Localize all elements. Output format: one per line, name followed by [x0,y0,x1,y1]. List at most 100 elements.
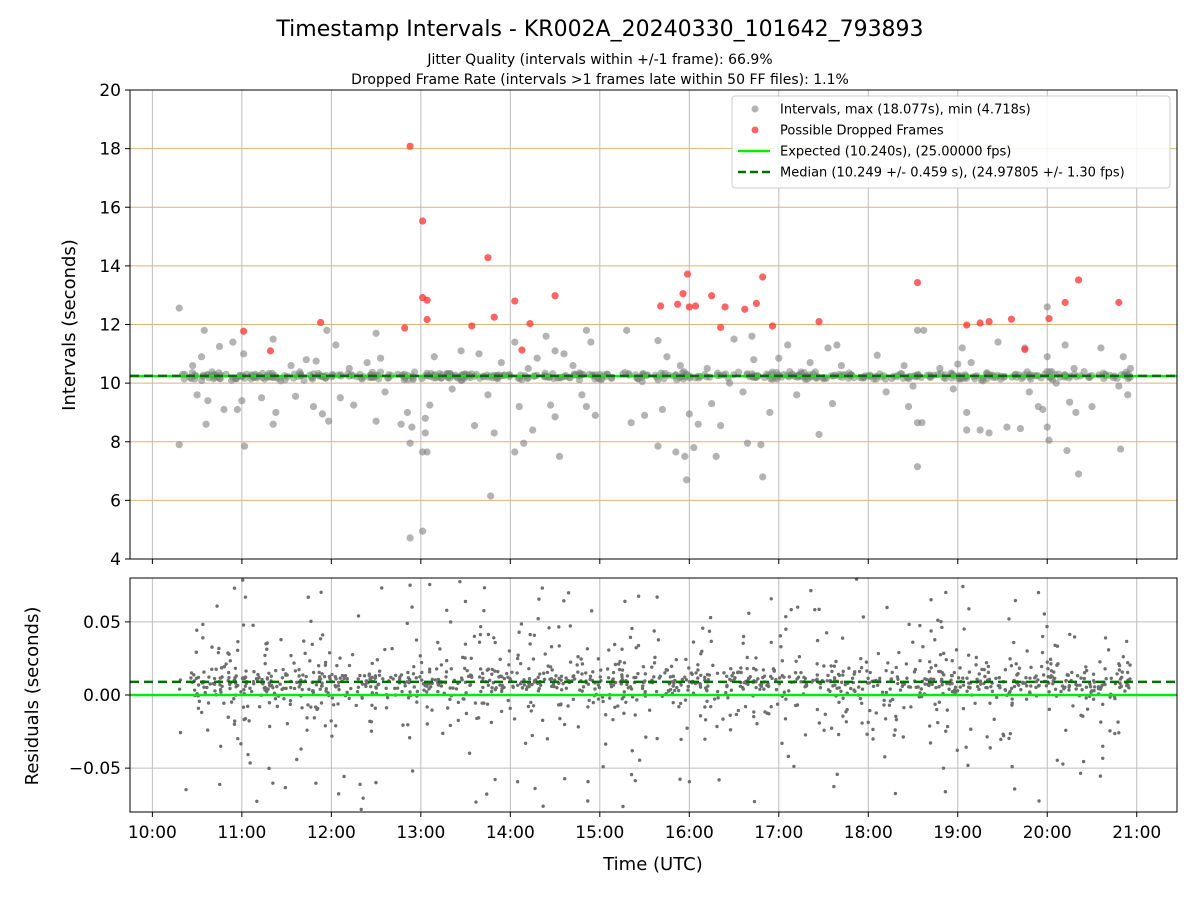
residual-point [761,668,766,672]
interval-point [708,400,716,408]
interval-point [900,361,908,370]
residual-point [385,695,390,700]
residual-point [324,686,329,691]
residual-point [591,670,595,674]
residual-point [817,721,822,725]
residual-point [314,683,319,687]
residual-point [486,683,491,687]
residual-point [285,721,290,726]
residual-point [425,705,429,709]
residual-point [841,696,845,700]
interval-point [350,401,358,409]
residual-point [607,648,611,652]
residual-point [527,666,531,671]
interval-point [1063,446,1071,455]
dropped-frame-point [708,292,716,300]
residual-point [323,660,328,665]
dropped-frame-point [741,305,749,313]
residual-point [1063,685,1067,689]
residual-point [636,594,641,598]
residual-point [923,677,927,681]
residual-point [445,608,449,612]
residual-point [462,697,466,701]
residual-point [918,623,922,628]
residual-point [743,704,748,709]
residual-point [482,608,486,613]
residual-point [304,674,308,679]
residual-point [969,727,973,731]
residual-point [301,673,305,677]
residual-point [967,607,971,611]
residual-point [373,706,378,710]
residual-point [464,711,469,716]
intervals-y-tick-label: 10 [99,374,121,394]
interval-point [1119,353,1127,361]
residual-point [448,620,453,624]
residual-point [415,689,420,694]
residual-point [1021,681,1025,685]
residual-point [678,701,683,706]
residual-point [762,674,767,678]
residual-point [927,660,932,664]
residual-point [1103,682,1107,687]
residual-point [620,668,625,672]
residual-point [625,682,629,687]
residual-point [611,677,615,681]
residual-point [653,655,657,660]
residual-point [916,685,920,689]
residual-point [213,689,217,693]
dropped-frame-point [674,300,682,308]
residual-point [758,687,762,691]
residual-point [601,765,605,769]
residual-point [687,779,692,784]
residual-point [1117,662,1121,666]
residual-point [1099,720,1103,724]
residual-point [271,685,275,690]
residual-point [620,647,624,651]
dropped-frame-point [815,317,823,326]
residual-point [345,690,349,695]
residual-point [512,717,517,721]
residual-point [1024,676,1028,680]
residual-point [703,686,708,690]
residual-point [329,719,333,723]
residual-point [1055,663,1059,667]
dropped-frame-point [685,303,693,311]
residual-point [668,675,673,679]
residual-point [275,684,279,689]
residual-point [1061,762,1065,766]
residual-point [1048,657,1053,662]
residual-point [477,675,482,679]
residual-point [423,683,427,688]
interval-point [1043,423,1051,431]
residual-point [557,625,561,629]
residual-point [752,710,756,714]
residual-point [841,669,845,674]
residual-point [817,607,821,612]
residual-point [333,675,338,679]
residual-point [1084,696,1088,700]
residual-point [1012,640,1016,645]
residual-point [876,651,881,656]
residual-point [637,758,642,762]
residual-point [370,691,375,695]
interval-point [654,442,662,450]
residual-point [469,656,473,660]
dropped-frame-point [752,299,761,307]
residual-point [406,676,411,680]
residual-point [725,684,729,689]
residual-point [786,754,791,759]
residual-point [381,677,385,681]
residuals-panel: −0.05 0.00 0.05 10:00 11:00 12:00 13:00 14:00 15… [22,577,1178,875]
interval-point [949,385,957,393]
residual-point [940,683,944,687]
residual-point [679,737,683,742]
residual-point [384,686,388,690]
residual-point [305,728,309,732]
x-tick-label: 11:00 [217,823,266,843]
x-axis-label: Time (UTC) [602,854,703,875]
residual-point [507,649,512,653]
residual-point [419,660,424,665]
residual-point [436,689,440,694]
residual-point [522,683,527,687]
